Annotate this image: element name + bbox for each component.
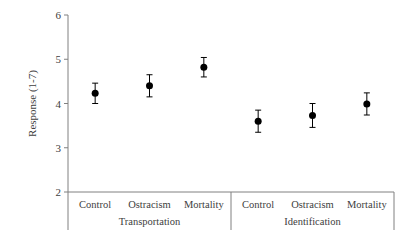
error-bar (147, 75, 153, 97)
error-bar-cap (364, 92, 370, 93)
y-tick-label: 3 (56, 142, 62, 154)
marks (92, 57, 371, 132)
x-tick-label: Mortality (184, 199, 224, 210)
point (255, 118, 262, 125)
point (309, 112, 316, 119)
error-bar-cap (201, 57, 207, 58)
group-separator (231, 192, 232, 230)
y-tick (64, 103, 68, 104)
point (200, 64, 207, 71)
error-bar-cap (147, 74, 153, 75)
y-tick-label: 2 (56, 186, 62, 198)
x-tick-label: Control (79, 199, 111, 210)
x-tick-label: Ostracism (128, 199, 171, 210)
error-bar (201, 57, 207, 76)
point (92, 90, 99, 97)
error-bar-cap (310, 127, 316, 128)
error-bar-cap (255, 110, 261, 111)
x-tick-label: Ostracism (291, 199, 334, 210)
y-tick (64, 192, 68, 193)
y-tick (64, 15, 68, 16)
y-tick (64, 147, 68, 148)
error-bar-cap (201, 76, 207, 77)
x-tick-label: Control (242, 199, 274, 210)
error-bar (364, 93, 370, 115)
error-bar-cap (92, 83, 98, 84)
group-separator (394, 192, 395, 230)
error-bar (310, 104, 316, 128)
error-bar-cap (147, 96, 153, 97)
x-tick-label: Mortality (347, 199, 387, 210)
point (146, 82, 153, 89)
error-bar-cap (92, 103, 98, 104)
y-tick (64, 59, 68, 60)
error-bar-cap (364, 115, 370, 116)
error-bar-cap (310, 103, 316, 104)
error-bar (255, 110, 261, 132)
point (363, 100, 370, 107)
group-label: Identification (284, 216, 341, 227)
chart-container: 2 3 4 5 6 Response (1-7) Control Ostracism Morta… (0, 0, 400, 232)
group-label: Transportation (119, 216, 181, 227)
group-separator (68, 192, 69, 230)
y-tick-label: 5 (56, 53, 62, 65)
chart: 2 3 4 5 6 Response (1-7) Control Ostracism Morta… (0, 0, 400, 232)
error-bar (92, 83, 98, 103)
y-tick-label: 6 (56, 9, 62, 21)
y-tick-label: 4 (56, 98, 62, 110)
error-bar-cap (255, 132, 261, 133)
y-axis-label: Response (1-7) (26, 70, 39, 137)
